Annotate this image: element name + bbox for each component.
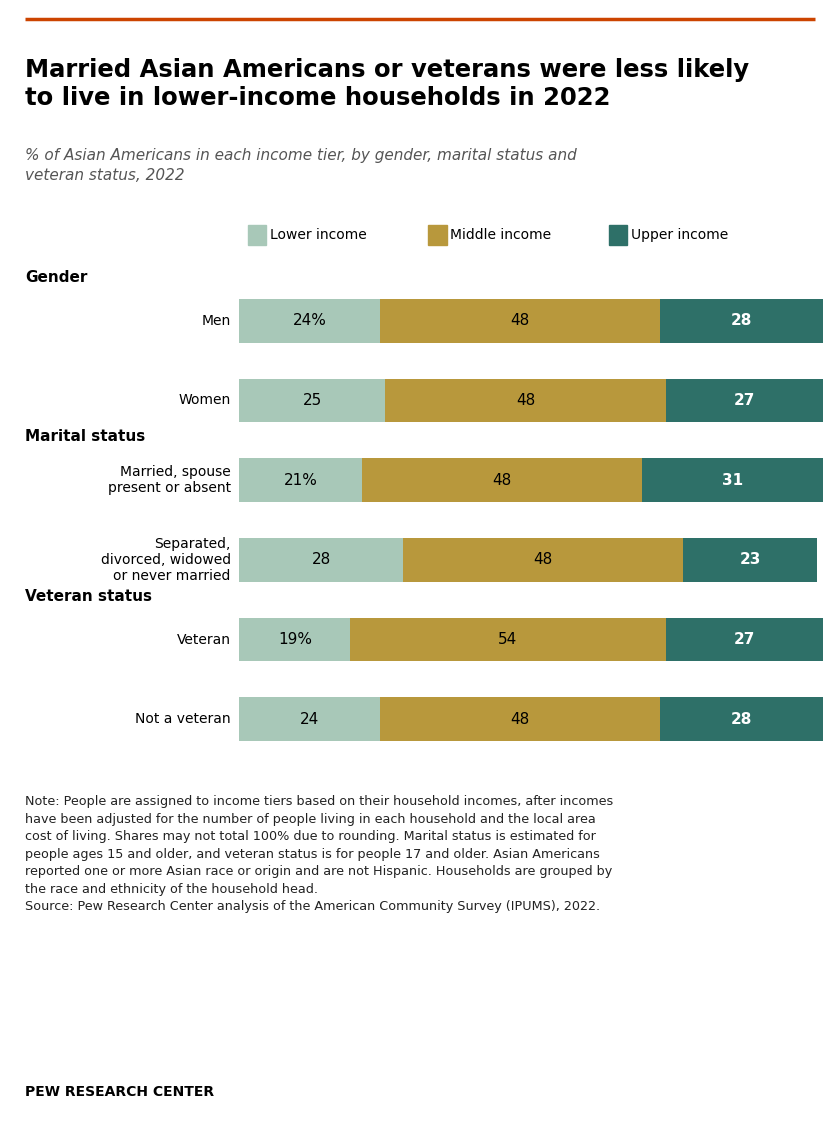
Text: Lower income: Lower income: [270, 228, 366, 242]
Text: Veteran: Veteran: [176, 633, 231, 646]
Bar: [239, 538, 403, 582]
Text: Upper income: Upper income: [631, 228, 728, 242]
Text: 21%: 21%: [284, 473, 318, 488]
Text: Not a veteran: Not a veteran: [135, 713, 231, 726]
Bar: [239, 697, 380, 741]
Text: % of Asian Americans in each income tier, by gender, marital status and
veteran : % of Asian Americans in each income tier…: [25, 148, 577, 183]
Text: 27: 27: [733, 393, 755, 408]
Text: Note: People are assigned to income tiers based on their household incomes, afte: Note: People are assigned to income tier…: [25, 796, 613, 913]
Bar: [380, 697, 659, 741]
Bar: [386, 379, 665, 423]
Text: 25: 25: [302, 393, 322, 408]
Bar: [643, 459, 823, 502]
Bar: [403, 538, 683, 582]
Bar: [380, 299, 659, 343]
Bar: [239, 459, 362, 502]
Text: 24%: 24%: [292, 314, 327, 328]
Text: 48: 48: [492, 473, 512, 488]
Text: Men: Men: [202, 314, 231, 328]
Text: Veteran status: Veteran status: [25, 589, 152, 604]
Text: 31: 31: [722, 473, 743, 488]
Text: 54: 54: [498, 632, 517, 647]
Text: 23: 23: [739, 552, 761, 568]
Text: 28: 28: [312, 552, 331, 568]
Bar: [239, 617, 350, 661]
Bar: [239, 379, 386, 423]
Text: 48: 48: [516, 393, 535, 408]
Bar: [350, 617, 665, 661]
Bar: [665, 617, 823, 661]
Text: PEW RESEARCH CENTER: PEW RESEARCH CENTER: [25, 1086, 214, 1099]
Text: 48: 48: [510, 711, 529, 727]
Bar: [683, 538, 817, 582]
Text: 48: 48: [533, 552, 553, 568]
Text: Middle income: Middle income: [450, 228, 551, 242]
Text: Marital status: Marital status: [25, 429, 145, 444]
Text: 28: 28: [731, 711, 752, 727]
Text: 28: 28: [731, 314, 752, 328]
Bar: [239, 299, 380, 343]
Text: 24: 24: [300, 711, 319, 727]
Text: 19%: 19%: [278, 632, 312, 647]
Bar: [665, 379, 823, 423]
Text: Women: Women: [178, 393, 231, 408]
Text: 27: 27: [733, 632, 755, 647]
Bar: [659, 697, 823, 741]
Text: Married Asian Americans or veterans were less likely
to live in lower-income hou: Married Asian Americans or veterans were…: [25, 58, 749, 110]
Text: 48: 48: [510, 314, 529, 328]
Text: Gender: Gender: [25, 270, 87, 284]
Text: Separated,
divorced, widowed
or never married: Separated, divorced, widowed or never ma…: [101, 536, 231, 583]
Text: Married, spouse
present or absent: Married, spouse present or absent: [108, 465, 231, 496]
Bar: [659, 299, 823, 343]
Bar: [362, 459, 643, 502]
